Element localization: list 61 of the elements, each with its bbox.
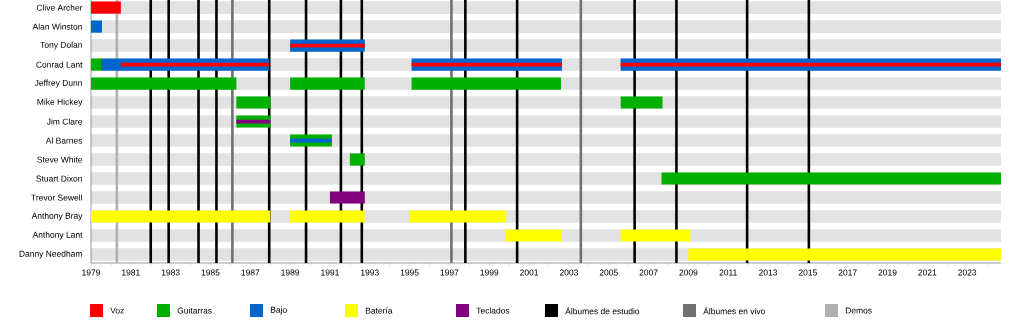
x-tick-label: 2001 xyxy=(520,269,539,276)
y-tick-label: Mike Hickey xyxy=(37,98,83,107)
x-tick-label: 2023 xyxy=(958,269,977,276)
bar xyxy=(411,77,561,90)
x-tick-label: 2003 xyxy=(559,269,578,276)
x-tick-label: 1997 xyxy=(440,269,459,276)
legend-label: Voz xyxy=(110,307,124,314)
x-tick-label: 2017 xyxy=(838,269,857,276)
x-tick-label: 2021 xyxy=(918,269,937,276)
legend-label: Guitarras xyxy=(177,307,212,314)
y-tick-label: Alan Winston xyxy=(32,23,82,30)
legend-label: Batería xyxy=(365,307,393,314)
legend-label: Teclados xyxy=(476,307,510,314)
legend-label: Álbumes en vivo xyxy=(703,306,765,315)
legend-label: Álbumes de estudio xyxy=(565,306,640,315)
x-tick-label: 1999 xyxy=(480,269,499,276)
y-tick-label: Anthony Lant xyxy=(32,231,83,240)
x-tick-label: 2005 xyxy=(599,269,618,276)
bar xyxy=(290,77,365,90)
x-tick-label: 1981 xyxy=(122,269,140,276)
bar xyxy=(661,172,1002,185)
y-tick-label: Steve White xyxy=(37,156,83,163)
y-tick-label: Al Barnes xyxy=(45,137,83,144)
bar xyxy=(91,20,102,33)
bar xyxy=(505,229,562,242)
bar xyxy=(620,96,663,109)
y-tick-label: Danny Needham xyxy=(19,250,82,259)
x-tick-label: 2013 xyxy=(759,269,778,276)
bar xyxy=(620,229,691,242)
x-tick-label: 2011 xyxy=(719,269,737,276)
y-tick-label: Tony Dolan xyxy=(40,41,82,50)
x-tick-label: 1993 xyxy=(361,269,379,276)
bar xyxy=(409,210,507,223)
x-tick-label: 1989 xyxy=(281,269,300,276)
bar xyxy=(236,96,271,109)
bar xyxy=(688,248,1002,261)
x-tick-label: 2019 xyxy=(878,269,897,276)
x-tick-label: 1991 xyxy=(321,269,339,276)
y-tick-label: Jim Clare xyxy=(46,118,83,125)
legend-label: Bajo xyxy=(270,306,287,315)
x-tick-label: 2009 xyxy=(679,269,698,276)
x-tick-label: 2007 xyxy=(639,269,658,276)
x-tick-label: 1979 xyxy=(82,269,101,276)
bar xyxy=(91,58,101,71)
bar xyxy=(91,1,121,14)
y-tick-label: Clive Archer xyxy=(36,4,83,11)
bar xyxy=(290,210,365,223)
x-tick-label: 1987 xyxy=(241,269,260,276)
y-tick-label: Stuart Dixon xyxy=(36,175,82,182)
x-tick-label: 1995 xyxy=(400,269,419,276)
y-tick-label: Anthony Bray xyxy=(31,212,83,221)
y-tick-label: Trevor Sewell xyxy=(31,194,82,201)
bar xyxy=(349,153,365,166)
bar xyxy=(91,210,271,223)
y-tick-label: Conrad Lant xyxy=(36,61,83,68)
x-tick-label: 1983 xyxy=(161,269,180,276)
x-tick-label: 1985 xyxy=(201,269,220,276)
y-tick-label: Jeffrey Dunn xyxy=(34,79,82,88)
bar xyxy=(91,77,237,90)
legend-label: Demos xyxy=(845,307,872,314)
x-tick-label: 2015 xyxy=(798,269,817,276)
